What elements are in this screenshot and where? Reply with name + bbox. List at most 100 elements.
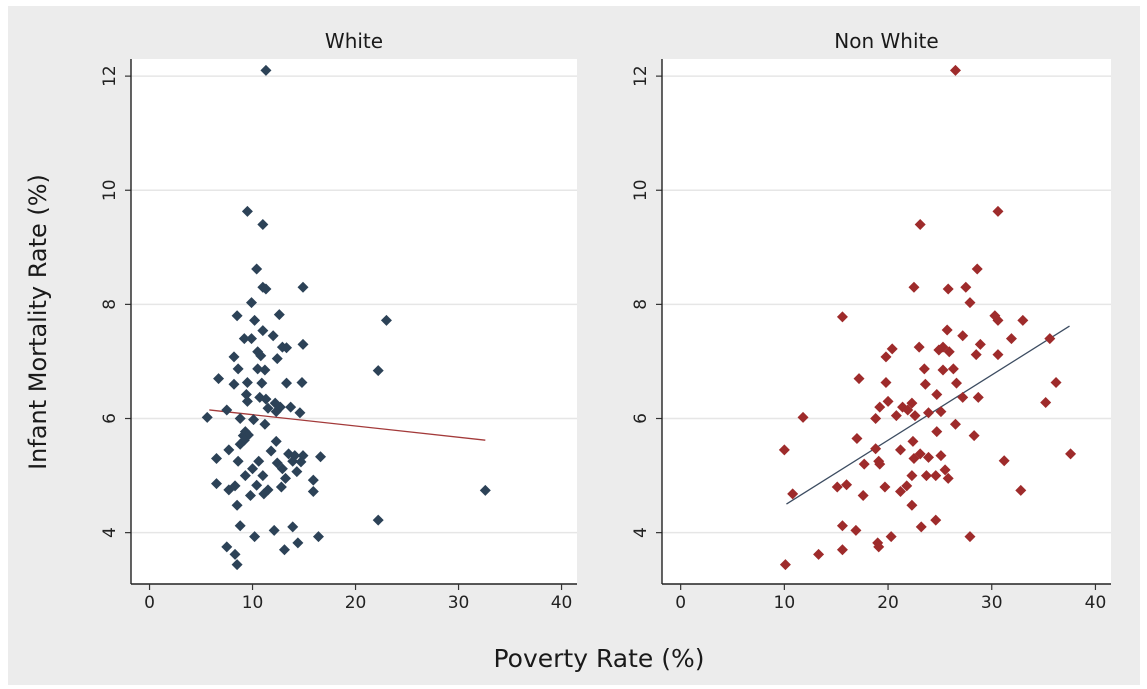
data-point (251, 479, 263, 491)
data-point (831, 481, 843, 493)
data-point (1005, 333, 1017, 345)
data-point (260, 393, 272, 405)
y-tick-label: 8 (631, 299, 651, 310)
data-point (270, 406, 282, 418)
data-point (315, 451, 327, 463)
data-point (234, 520, 246, 532)
data-point (902, 404, 914, 416)
data-point (935, 406, 947, 418)
data-point (251, 263, 263, 275)
data-point (221, 404, 233, 416)
data-point (248, 414, 260, 426)
data-point (998, 455, 1010, 467)
plot-area (662, 59, 1111, 584)
panel-title: Non White (834, 29, 938, 53)
y-tick-label: 4 (100, 527, 120, 538)
panel-2: Non White 4 6 8 10 12 0 10 20 30 40 (631, 29, 1111, 613)
data-point (909, 410, 921, 422)
data-point (287, 455, 299, 467)
data-point (247, 463, 259, 475)
y-tick-label: 12 (100, 65, 120, 87)
data-point (992, 349, 1004, 361)
data-point (240, 389, 252, 401)
data-point (949, 64, 961, 76)
data-point (779, 559, 791, 571)
data-point (850, 524, 862, 536)
fit-line (209, 409, 486, 441)
y-tick-label: 6 (100, 413, 120, 424)
data-point (239, 470, 251, 482)
data-point (253, 455, 265, 467)
data-point (851, 432, 863, 444)
data-point (244, 490, 256, 502)
data-point (278, 544, 290, 556)
data-point (257, 325, 269, 337)
data-point (223, 484, 235, 496)
data-point (291, 466, 303, 478)
y-tick-label: 10 (100, 179, 120, 201)
data-point (787, 488, 799, 500)
data-point (1044, 333, 1056, 345)
data-point (280, 472, 292, 484)
y-tick-label: 4 (631, 527, 651, 538)
data-point (882, 395, 894, 407)
data-point (930, 470, 942, 482)
data-point (479, 484, 491, 496)
data-point (241, 205, 253, 217)
data-point (913, 341, 925, 353)
data-point (947, 363, 959, 375)
data-point (268, 524, 280, 536)
data-point (259, 364, 271, 376)
data-point (920, 470, 932, 482)
data-point (1015, 484, 1027, 496)
data-point (970, 349, 982, 361)
data-point (271, 353, 283, 365)
data-point (890, 410, 902, 422)
data-point (908, 281, 920, 293)
data-point (1017, 314, 1029, 326)
data-point (906, 470, 918, 482)
data-point (858, 458, 870, 470)
data-point (880, 377, 892, 389)
x-tick-label: 20 (345, 593, 367, 613)
data-point (971, 263, 983, 275)
data-point (937, 364, 949, 376)
data-point (297, 338, 309, 350)
data-point (1040, 397, 1052, 409)
data-point (232, 363, 244, 375)
data-point (885, 531, 897, 543)
data-point (270, 435, 282, 447)
data-point (1065, 448, 1077, 460)
data-point (281, 377, 293, 389)
data-point (960, 281, 972, 293)
data-point (256, 377, 268, 389)
data-point (813, 548, 825, 560)
data-point (914, 218, 926, 230)
data-point (241, 377, 253, 389)
panel-1: White 4 6 8 10 12 0 10 20 30 40 (100, 29, 577, 613)
data-point (273, 309, 285, 321)
data-point (797, 411, 809, 423)
data-point (857, 490, 869, 502)
data-point (968, 430, 980, 442)
data-point (836, 311, 848, 323)
data-point (931, 389, 943, 401)
data-point (942, 472, 954, 484)
data-point (870, 413, 882, 425)
data-point (249, 314, 261, 326)
data-point (974, 338, 986, 350)
data-point (964, 531, 976, 543)
data-point (252, 363, 264, 375)
data-point (210, 478, 222, 490)
data-point (894, 444, 906, 456)
data-point (297, 281, 309, 293)
data-point (307, 474, 319, 486)
data-point (874, 458, 886, 470)
data-point (234, 438, 246, 450)
data-point (262, 402, 274, 414)
y-tick-label: 8 (100, 299, 120, 310)
data-point (950, 377, 962, 389)
data-point (210, 452, 222, 464)
data-point (922, 407, 934, 419)
data-point (287, 521, 299, 533)
